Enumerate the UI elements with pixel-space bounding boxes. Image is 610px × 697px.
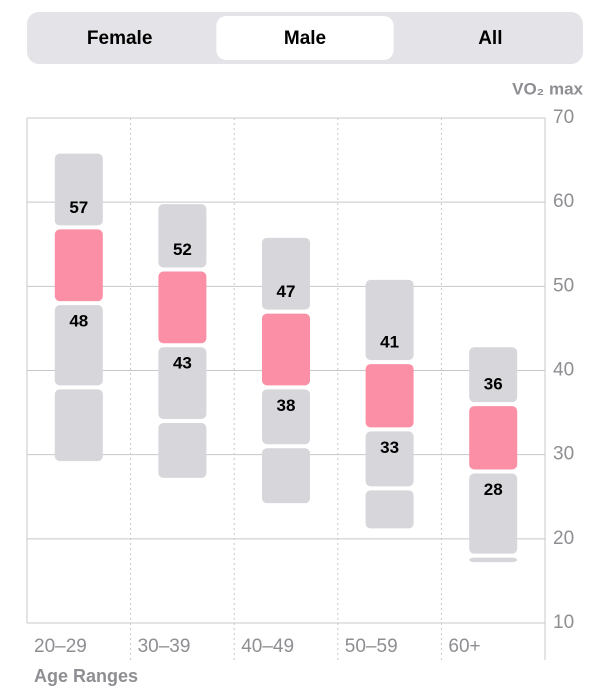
y-tick-label: 20: [553, 528, 574, 549]
value-label: 48: [69, 312, 88, 331]
y-tick-label: 60: [553, 191, 574, 212]
y-axis-title: VO₂ max: [512, 79, 583, 98]
range-segment: [54, 153, 103, 226]
x-tick-label: 30–39: [138, 636, 191, 657]
x-tick-label: 50–59: [345, 636, 398, 657]
tab-label[interactable]: Male: [284, 28, 326, 49]
y-tick-label: 40: [553, 360, 574, 381]
range-segment: [365, 364, 414, 428]
range-segment: [262, 389, 310, 445]
value-label: 57: [69, 198, 88, 217]
range-segment: [469, 473, 518, 554]
value-label: 33: [380, 438, 399, 457]
range-segment: [365, 490, 414, 529]
tab-label[interactable]: Female: [87, 28, 152, 49]
range-segment: [469, 557, 518, 563]
y-tick-label: 50: [553, 275, 574, 296]
range-segment: [158, 347, 207, 419]
tab-label[interactable]: All: [478, 28, 502, 49]
x-tick-label: 60+: [448, 636, 480, 657]
y-tick-label: 10: [553, 612, 574, 633]
range-segment: [158, 271, 207, 344]
range-segment: [262, 448, 310, 504]
value-label: 52: [173, 240, 192, 259]
range-segment: [365, 279, 414, 361]
range-segment: [365, 431, 414, 487]
range-segment: [469, 406, 518, 470]
range-segment: [54, 389, 103, 462]
x-tick-label: 40–49: [241, 636, 294, 657]
range-segment: [469, 347, 518, 403]
range-segment: [158, 423, 207, 478]
range-segment: [54, 229, 103, 302]
range-segment: [262, 237, 310, 310]
value-label: 47: [277, 282, 296, 301]
value-label: 38: [277, 396, 296, 415]
selected-tab[interactable]: [216, 16, 394, 60]
y-tick-label: 30: [553, 444, 574, 465]
range-segment: [158, 204, 207, 268]
x-axis-title: Age Ranges: [34, 666, 138, 686]
x-tick-label: 20–29: [34, 636, 87, 657]
value-label: 43: [173, 354, 192, 373]
value-label: 28: [484, 480, 503, 499]
value-label: 36: [484, 375, 503, 394]
range-segment: [262, 313, 310, 386]
y-tick-label: 70: [553, 107, 574, 128]
value-label: 41: [380, 333, 399, 352]
range-segment: [54, 305, 103, 386]
